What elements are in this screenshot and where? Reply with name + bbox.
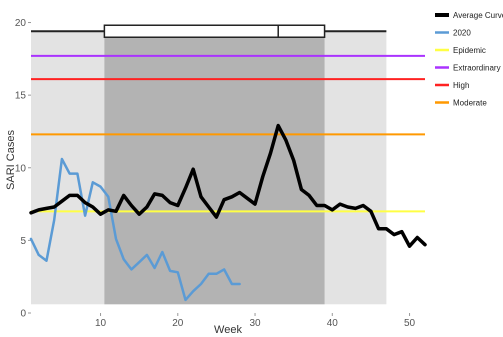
box-rect	[103, 24, 326, 38]
legend-label-epidemic: Epidemic	[453, 46, 486, 55]
y-tick-label-15: 15	[15, 91, 27, 102]
box-plot	[31, 24, 387, 38]
y-tick-label-0: 0	[20, 309, 26, 320]
legend-label-average-curve: Average Curve	[453, 11, 503, 20]
series-line-average-curve	[29, 123, 427, 248]
legend-label-2020: 2020	[453, 29, 471, 38]
x-tick-label-20: 20	[172, 318, 184, 329]
x-tick-label-30: 30	[249, 318, 261, 329]
y-tick-label-20: 20	[15, 18, 27, 29]
series-line-2020	[29, 157, 241, 302]
x-axis-title: Week	[214, 324, 242, 336]
legend-label-moderate: Moderate	[453, 99, 487, 108]
x-axis-ticks: 10 20 30 40 50	[95, 313, 416, 329]
y-tick-label-5: 5	[20, 236, 26, 247]
shaded-regions	[31, 31, 387, 305]
legend: Average Curve 2020 Epidemic Extraordinary Hi…	[435, 11, 503, 108]
x-tick-label-40: 40	[327, 318, 339, 329]
y-axis-title: SARI Cases	[5, 130, 17, 190]
legend-label-high: High	[453, 81, 469, 90]
legend-label-extraordinary: Extraordinary	[453, 64, 501, 73]
y-tick-label-10: 10	[15, 163, 27, 174]
y-axis-ticks: 0 5 10 15 20	[15, 18, 31, 320]
series-lines	[29, 123, 427, 302]
x-tick-label-50: 50	[404, 318, 416, 329]
x-tick-label-10: 10	[95, 318, 107, 329]
